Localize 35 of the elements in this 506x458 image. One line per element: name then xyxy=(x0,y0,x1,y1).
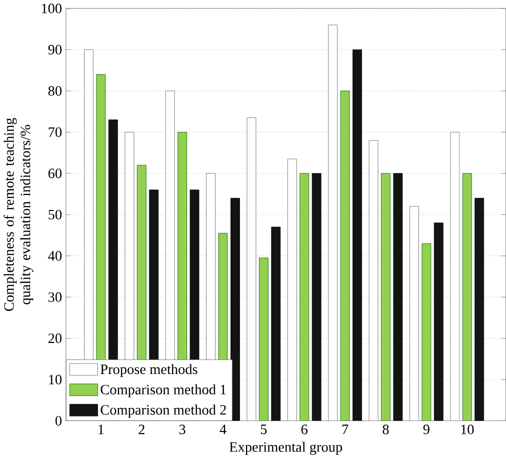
bar xyxy=(434,222,444,421)
y-tick-label: 100 xyxy=(42,3,62,14)
bar xyxy=(462,172,472,421)
bar xyxy=(300,172,310,421)
y-tick-label: 30 xyxy=(48,292,62,302)
x-tick-label: 4 xyxy=(220,424,226,434)
x-tick-label: 9 xyxy=(423,424,430,434)
legend-label: Comparison method 1 xyxy=(100,384,226,398)
bar xyxy=(230,198,240,421)
y-tick-label: 10 xyxy=(49,374,62,384)
y-tick-label: 80 xyxy=(48,86,62,96)
bar xyxy=(474,198,484,421)
legend-label: Comparison method 2 xyxy=(100,404,226,418)
y-tick-label: 90 xyxy=(48,44,62,54)
legend-label: Propose methods xyxy=(100,364,198,377)
y-axis-title: Completeness of remote teaching quality evaluation indicators/% xyxy=(4,118,34,311)
y-tick-label: 60 xyxy=(48,168,62,178)
y-tick-label: 0 xyxy=(56,416,62,426)
x-tick-label: 7 xyxy=(342,424,348,434)
x-tick-label: 6 xyxy=(301,424,308,434)
y-tick-label: 70 xyxy=(48,127,62,137)
x-tick-label: 10 xyxy=(461,424,474,434)
bar xyxy=(352,49,362,421)
x-tick-label: 3 xyxy=(179,424,186,434)
x-axis-title: Experimental group xyxy=(230,442,342,455)
x-tick-label: 8 xyxy=(382,424,389,434)
bar xyxy=(271,226,281,421)
y-tick-label: 50 xyxy=(48,210,62,220)
y-tick-label: 40 xyxy=(48,250,62,260)
y-tick-label: 20 xyxy=(48,333,62,343)
x-tick-label: 1 xyxy=(98,424,104,434)
bar xyxy=(258,258,268,421)
x-tick-label: 2 xyxy=(138,424,144,434)
x-tick-label: 5 xyxy=(260,424,267,434)
bar xyxy=(381,172,390,421)
